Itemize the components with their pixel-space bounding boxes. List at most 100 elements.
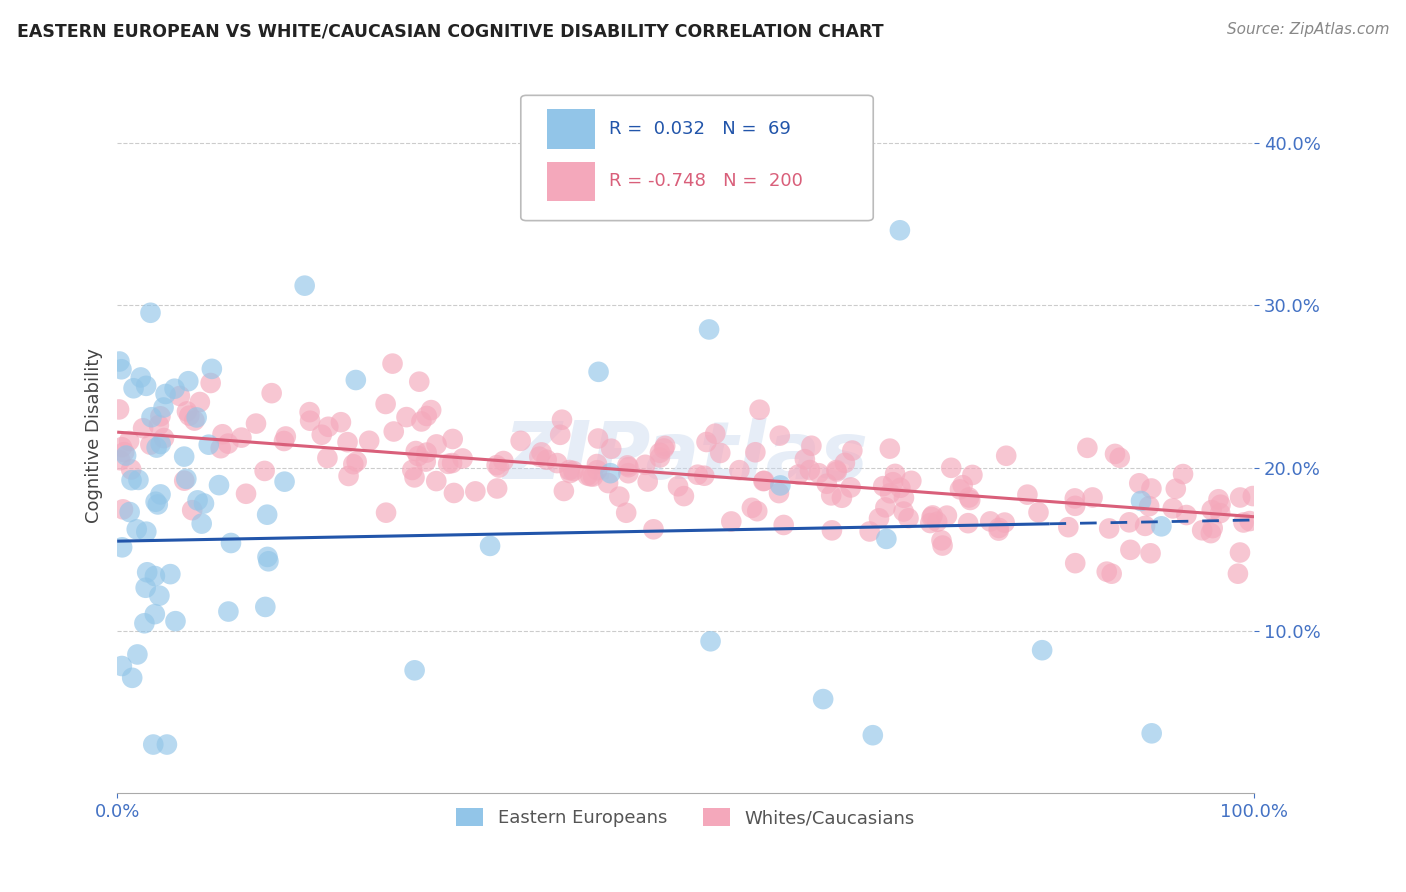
Point	[486, 482, 509, 496]
Point	[395, 410, 418, 425]
Text: EASTERN EUROPEAN VS WHITE/CAUCASIAN COGNITIVE DISABILITY CORRELATION CHART: EASTERN EUROPEAN VS WHITE/CAUCASIAN COGN…	[17, 22, 883, 40]
Point	[415, 445, 437, 459]
Point	[155, 387, 177, 401]
Point	[219, 536, 242, 550]
Point	[337, 469, 360, 483]
Point	[962, 467, 984, 482]
Point	[744, 445, 766, 459]
Point	[558, 463, 581, 477]
Point	[142, 738, 165, 752]
Point	[1229, 491, 1251, 505]
Point	[815, 476, 838, 491]
Point	[709, 446, 731, 460]
Point	[183, 413, 205, 427]
Point	[344, 373, 367, 387]
Point	[111, 502, 134, 516]
Point	[254, 599, 277, 614]
Point	[599, 466, 621, 480]
Point	[208, 478, 231, 492]
Point	[464, 484, 486, 499]
Point	[900, 474, 922, 488]
Point	[1208, 492, 1230, 507]
Point	[118, 505, 141, 519]
Point	[562, 464, 585, 478]
Point	[720, 515, 742, 529]
Point	[648, 450, 671, 465]
Point	[404, 663, 426, 677]
Point	[1191, 524, 1213, 538]
Point	[111, 440, 134, 454]
Point	[425, 474, 447, 488]
Point	[872, 479, 894, 493]
Point	[1081, 491, 1104, 505]
Point	[959, 493, 981, 508]
Point	[536, 452, 558, 467]
Point	[359, 434, 381, 448]
Point	[211, 427, 233, 442]
Point	[799, 463, 821, 477]
Point	[600, 442, 623, 456]
Point	[120, 462, 142, 476]
Point	[245, 417, 267, 431]
Point	[173, 474, 195, 488]
Point	[311, 427, 333, 442]
Point	[1139, 546, 1161, 560]
Point	[821, 524, 844, 538]
Point	[404, 470, 426, 484]
Point	[443, 486, 465, 500]
Point	[143, 607, 166, 621]
Point	[1098, 521, 1121, 535]
Point	[1130, 494, 1153, 508]
Point	[231, 431, 253, 445]
Point	[235, 487, 257, 501]
Point	[695, 435, 717, 450]
Point	[153, 431, 176, 445]
Point	[253, 464, 276, 478]
Point	[747, 504, 769, 518]
Point	[648, 446, 671, 460]
Point	[551, 413, 574, 427]
Point	[188, 395, 211, 409]
Point	[875, 500, 897, 515]
Point	[1063, 491, 1085, 506]
Point	[299, 414, 322, 428]
Point	[129, 370, 152, 384]
Point	[768, 486, 790, 500]
Text: R =  0.032   N =  69: R = 0.032 N = 69	[609, 120, 792, 138]
Point	[420, 403, 443, 417]
Point	[260, 386, 283, 401]
Text: R = -0.748   N =  200: R = -0.748 N = 200	[609, 172, 803, 190]
Point	[1064, 556, 1087, 570]
Point	[1028, 505, 1050, 519]
Point	[112, 445, 135, 459]
Point	[401, 463, 423, 477]
Point	[127, 473, 149, 487]
Point	[374, 397, 396, 411]
Point	[125, 522, 148, 536]
Point	[273, 434, 295, 448]
Point	[546, 456, 568, 470]
Point	[1226, 566, 1249, 581]
Point	[437, 457, 460, 471]
Point	[382, 425, 405, 439]
Point	[927, 515, 949, 529]
Point	[825, 463, 848, 477]
Point	[1232, 516, 1254, 530]
Point	[163, 382, 186, 396]
Point	[558, 466, 581, 480]
Point	[1199, 526, 1222, 541]
Point	[704, 426, 727, 441]
Point	[949, 483, 972, 497]
Point	[1239, 514, 1261, 528]
Point	[884, 467, 907, 481]
Point	[800, 439, 823, 453]
Point	[693, 468, 716, 483]
Point	[839, 480, 862, 494]
Point	[576, 468, 599, 483]
Point	[921, 508, 943, 523]
Point	[868, 511, 890, 525]
Point	[820, 488, 842, 502]
Point	[135, 581, 157, 595]
Point	[342, 457, 364, 471]
Point	[200, 376, 222, 390]
